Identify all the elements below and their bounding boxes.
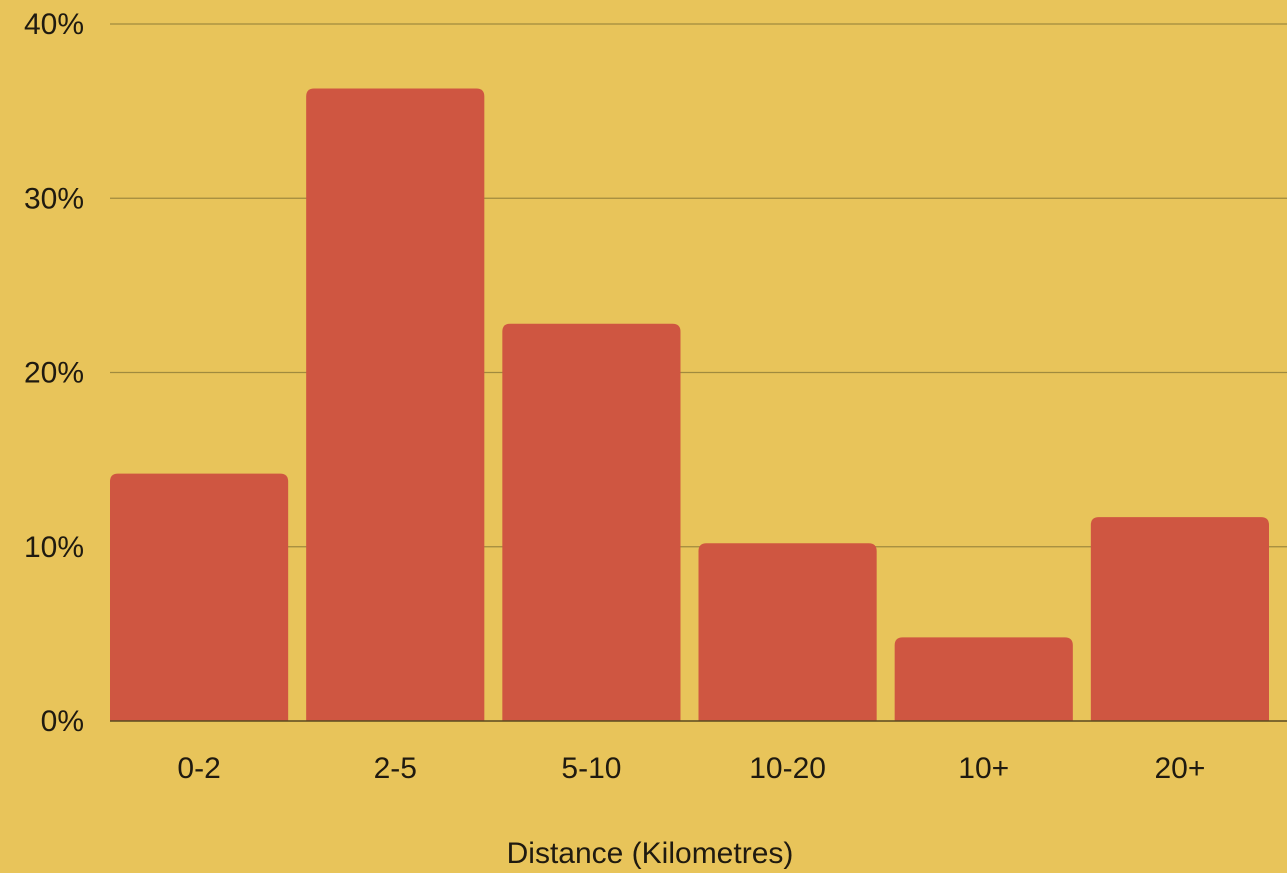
y-tick-label: 40% — [24, 8, 84, 41]
bar-10plus — [894, 637, 1073, 721]
x-axis-title: Distance (Kilometres) — [507, 837, 794, 870]
gridlines — [110, 23, 1287, 548]
bar-20plus — [1090, 517, 1269, 721]
labels: 0% 10% 20% 30% 40% 0-2 2-5 5-10 10-20 10+ 20+ — [24, 8, 1205, 785]
x-tick-label: 5-10 — [561, 752, 621, 785]
bar-10-20 — [698, 543, 877, 721]
x-tick-label: 20+ — [1154, 752, 1205, 785]
x-tick-label: 10+ — [958, 752, 1009, 785]
y-tick-label: 20% — [24, 357, 84, 390]
x-tick-label: 10-20 — [749, 752, 826, 785]
bar-5-10 — [502, 323, 681, 721]
bar-0-2 — [110, 473, 289, 721]
y-tick-label: 30% — [24, 182, 84, 215]
y-tick-label: 0% — [41, 705, 84, 738]
x-tick-label: 0-2 — [177, 752, 220, 785]
bar-2-5 — [306, 88, 485, 721]
bars — [110, 88, 1269, 721]
y-tick-label: 10% — [24, 531, 84, 564]
x-tick-label: 2-5 — [374, 752, 417, 785]
